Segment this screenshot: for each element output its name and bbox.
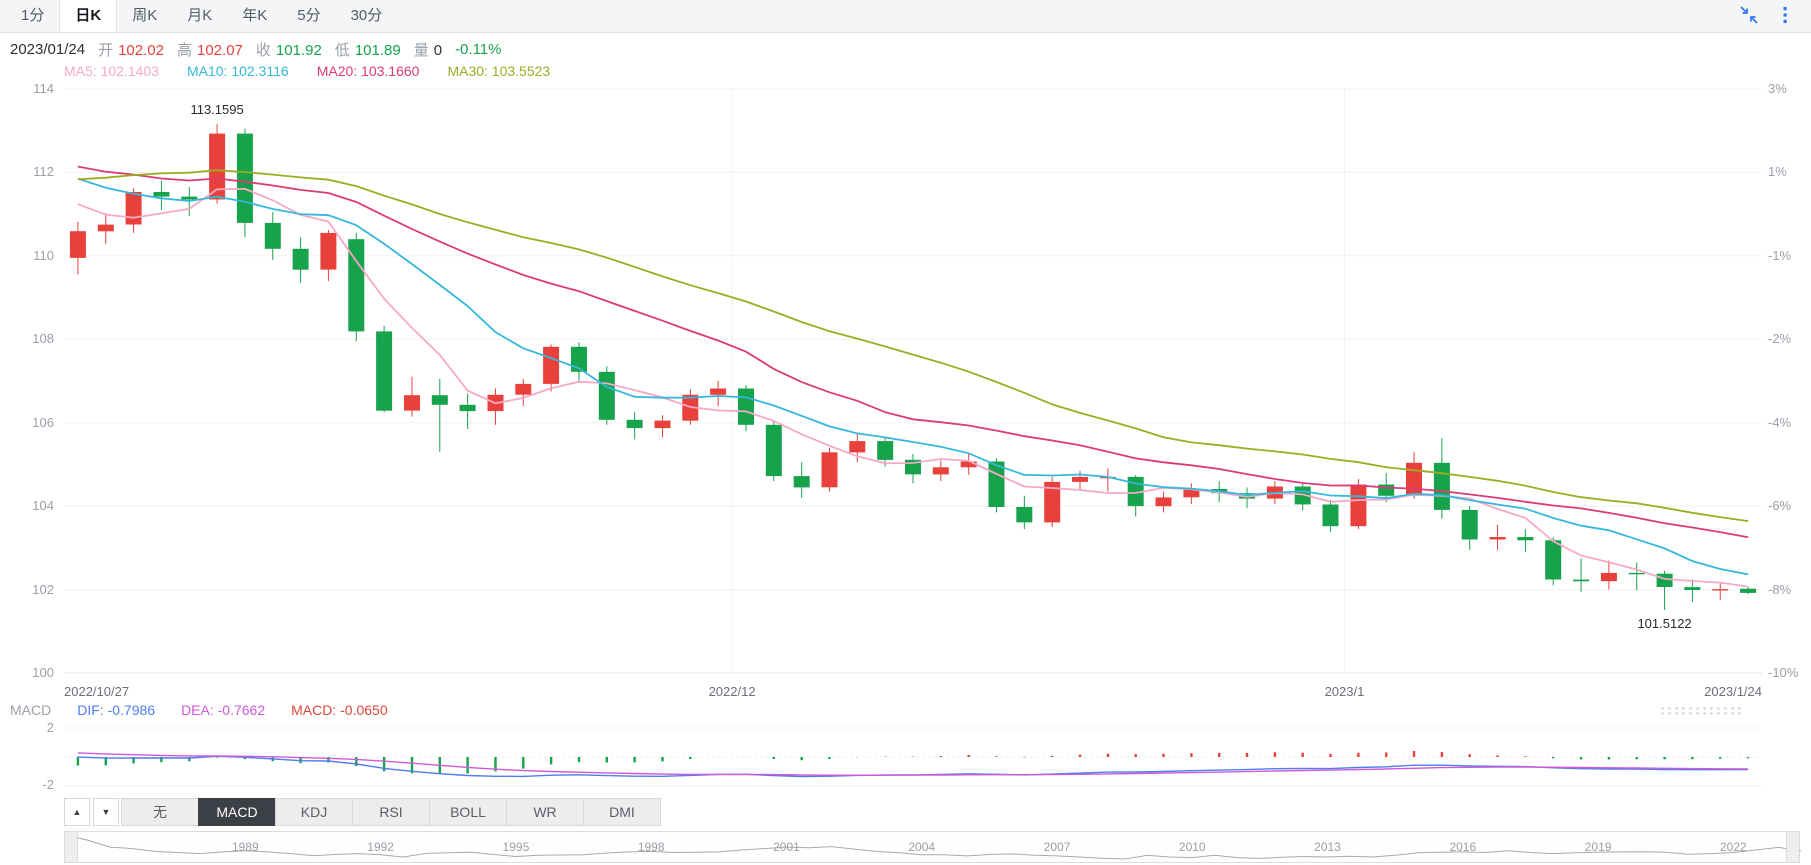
high-price-label: 113.1595 [190, 102, 244, 118]
tabbar-icons [1737, 4, 1797, 28]
macd-hist-value: MACD: -0.0650 [291, 702, 388, 718]
percent-axis-label: 3% [1768, 81, 1787, 96]
percent-axis-label: -4% [1768, 414, 1792, 430]
indicator-bar: ▲ ▼ 无 MACD KDJ RSI BOLL WR DMI [64, 798, 661, 826]
quote-field-high: 高 102.07 [177, 42, 243, 59]
indicator-tab-boll[interactable]: BOLL [429, 798, 507, 826]
price-axis-label: 114 [33, 81, 54, 96]
period-tab-weekly[interactable]: 周K [132, 7, 158, 24]
navigator-year-label: 2004 [908, 840, 936, 854]
x-axis-label: 2022/12 [708, 684, 756, 699]
quote-field-value: 101.92 [275, 42, 322, 59]
macd-title: MACD [10, 702, 52, 718]
ma-legend-ma5: MA5: 102.1403 [64, 63, 159, 79]
percent-axis-label: -2% [1768, 331, 1792, 347]
navigator-year-label: 2019 [1584, 840, 1612, 854]
ma-legend-ma10: MA10: 102.3116 [186, 63, 289, 79]
quote-field-low: 低 101.89 [335, 42, 401, 59]
macd-tick-lower: -2 [42, 777, 54, 792]
navigator-year-label: 1992 [367, 840, 394, 854]
period-tab-5min[interactable]: 5分 [297, 7, 321, 24]
navigator-sparkline [65, 834, 1801, 860]
macd-chart-canvas[interactable] [64, 719, 1762, 794]
period-tab-monthly[interactable]: 月K [187, 7, 213, 24]
indicator-tab-kdj[interactable]: KDJ [275, 798, 353, 826]
navigator-right-handle[interactable] [1786, 832, 1799, 862]
indicator-tab-rsi[interactable]: RSI [352, 798, 430, 826]
period-tab-1min[interactable]: 1分 [21, 7, 45, 24]
quote-field-open: 开 102.02 [98, 42, 164, 59]
macd-header: MACD DIF: -0.7986 DEA: -0.7662 MACD: -0.… [10, 702, 388, 718]
ma-legend-ma30: MA30: 103.5523 [447, 63, 551, 79]
period-tab-30min[interactable]: 30分 [350, 7, 383, 24]
price-axis-label: 104 [32, 498, 54, 514]
scale-up-button[interactable]: ▲ [64, 798, 90, 826]
percent-axis-label: -6% [1768, 498, 1792, 514]
percent-axis-label: -1% [1768, 247, 1792, 263]
navigator-year-label: 2010 [1178, 840, 1206, 854]
x-axis-label: 2023/1 [1324, 684, 1365, 699]
price-axis-label: 110 [33, 247, 54, 263]
indicator-tab-wr[interactable]: WR [506, 798, 584, 826]
more-icon[interactable] [1773, 4, 1797, 28]
navigator-year-label: 2016 [1449, 840, 1477, 854]
price-axis-label: 102 [32, 581, 54, 597]
quote-field-label: 量 [413, 42, 429, 59]
period-tab-daily[interactable]: 日K [59, 0, 118, 32]
scale-down-button[interactable]: ▼ [93, 798, 119, 826]
quote-change: -0.11% [455, 41, 502, 58]
period-tabs: 1分 日K 周K 月K 年K 5分 30分 [0, 0, 1811, 32]
percent-axis-label: 1% [1768, 164, 1787, 180]
quote-fields: 开 102.02 高 102.07 收 101.92 低 101.89 量 0 [98, 39, 455, 60]
quote-field-label: 高 [176, 42, 192, 59]
navigator-year-label: 1989 [232, 840, 259, 854]
indicator-tabs: 无 MACD KDJ RSI BOLL WR DMI [121, 798, 661, 826]
ma-legend-ma20: MA20: 103.1660 [316, 63, 420, 79]
percent-axis-label: -10% [1768, 665, 1799, 680]
navigator-year-label: 2022 [1720, 840, 1747, 854]
drag-handle-dots[interactable] [1659, 706, 1743, 715]
macd-dif-value: DIF: -0.7986 [77, 702, 156, 718]
ma-legend: MA5: 102.1403 MA10: 102.3116 MA20: 103.166… [64, 63, 550, 79]
period-tabbar: 1分 日K 周K 月K 年K 5分 30分 [0, 0, 1811, 33]
quote-field-close: 收 101.92 [256, 42, 322, 59]
macd-tick-upper: 2 [46, 720, 54, 735]
navigator-year-label: 2007 [1043, 840, 1071, 854]
indicator-tab-none[interactable]: 无 [121, 798, 199, 826]
navigator-left-handle[interactable] [65, 832, 78, 862]
x-axis-label: 2022/10/27 [64, 684, 130, 699]
quote-field-label: 开 [98, 42, 114, 59]
macd-dea-value: DEA: -0.7662 [181, 702, 266, 718]
navigator-year-label: 2013 [1314, 840, 1341, 854]
collapse-icon[interactable] [1737, 4, 1761, 28]
quote-bar: 2023/01/24 开 102.02 高 102.07 收 101.92 低 101.89 量… [10, 39, 501, 60]
indicator-tab-dmi[interactable]: DMI [583, 798, 661, 826]
price-axis-label: 100 [32, 665, 54, 680]
price-axis-label: 106 [32, 414, 54, 430]
quote-field-value: 101.89 [354, 42, 401, 59]
navigator-year-label: 1998 [637, 840, 665, 854]
x-axis-label: 2023/1/24 [1704, 684, 1762, 699]
quote-field-value: 0 [433, 42, 443, 59]
main-chart-canvas[interactable] [64, 89, 1762, 673]
price-axis-label: 112 [33, 164, 54, 180]
quote-field-label: 收 [255, 42, 271, 59]
navigator-year-label: 1995 [502, 840, 530, 854]
indicator-tab-macd[interactable]: MACD [198, 798, 276, 826]
navigator[interactable]: 1989 1992 1995 1998 2001 2004 2007 2010 2013 2016… [64, 831, 1801, 863]
quote-field-label: 低 [334, 42, 350, 59]
navigator-year-label: 2001 [773, 840, 800, 854]
price-axis-label: 108 [32, 331, 54, 347]
low-price-label: 101.5122 [1637, 615, 1692, 631]
quote-field-value: 102.02 [118, 42, 164, 59]
period-tab-yearly[interactable]: 年K [242, 7, 268, 24]
percent-axis-label: -8% [1768, 581, 1792, 597]
quote-date: 2023/01/24 [10, 41, 86, 58]
quote-field-value: 102.07 [197, 42, 243, 59]
